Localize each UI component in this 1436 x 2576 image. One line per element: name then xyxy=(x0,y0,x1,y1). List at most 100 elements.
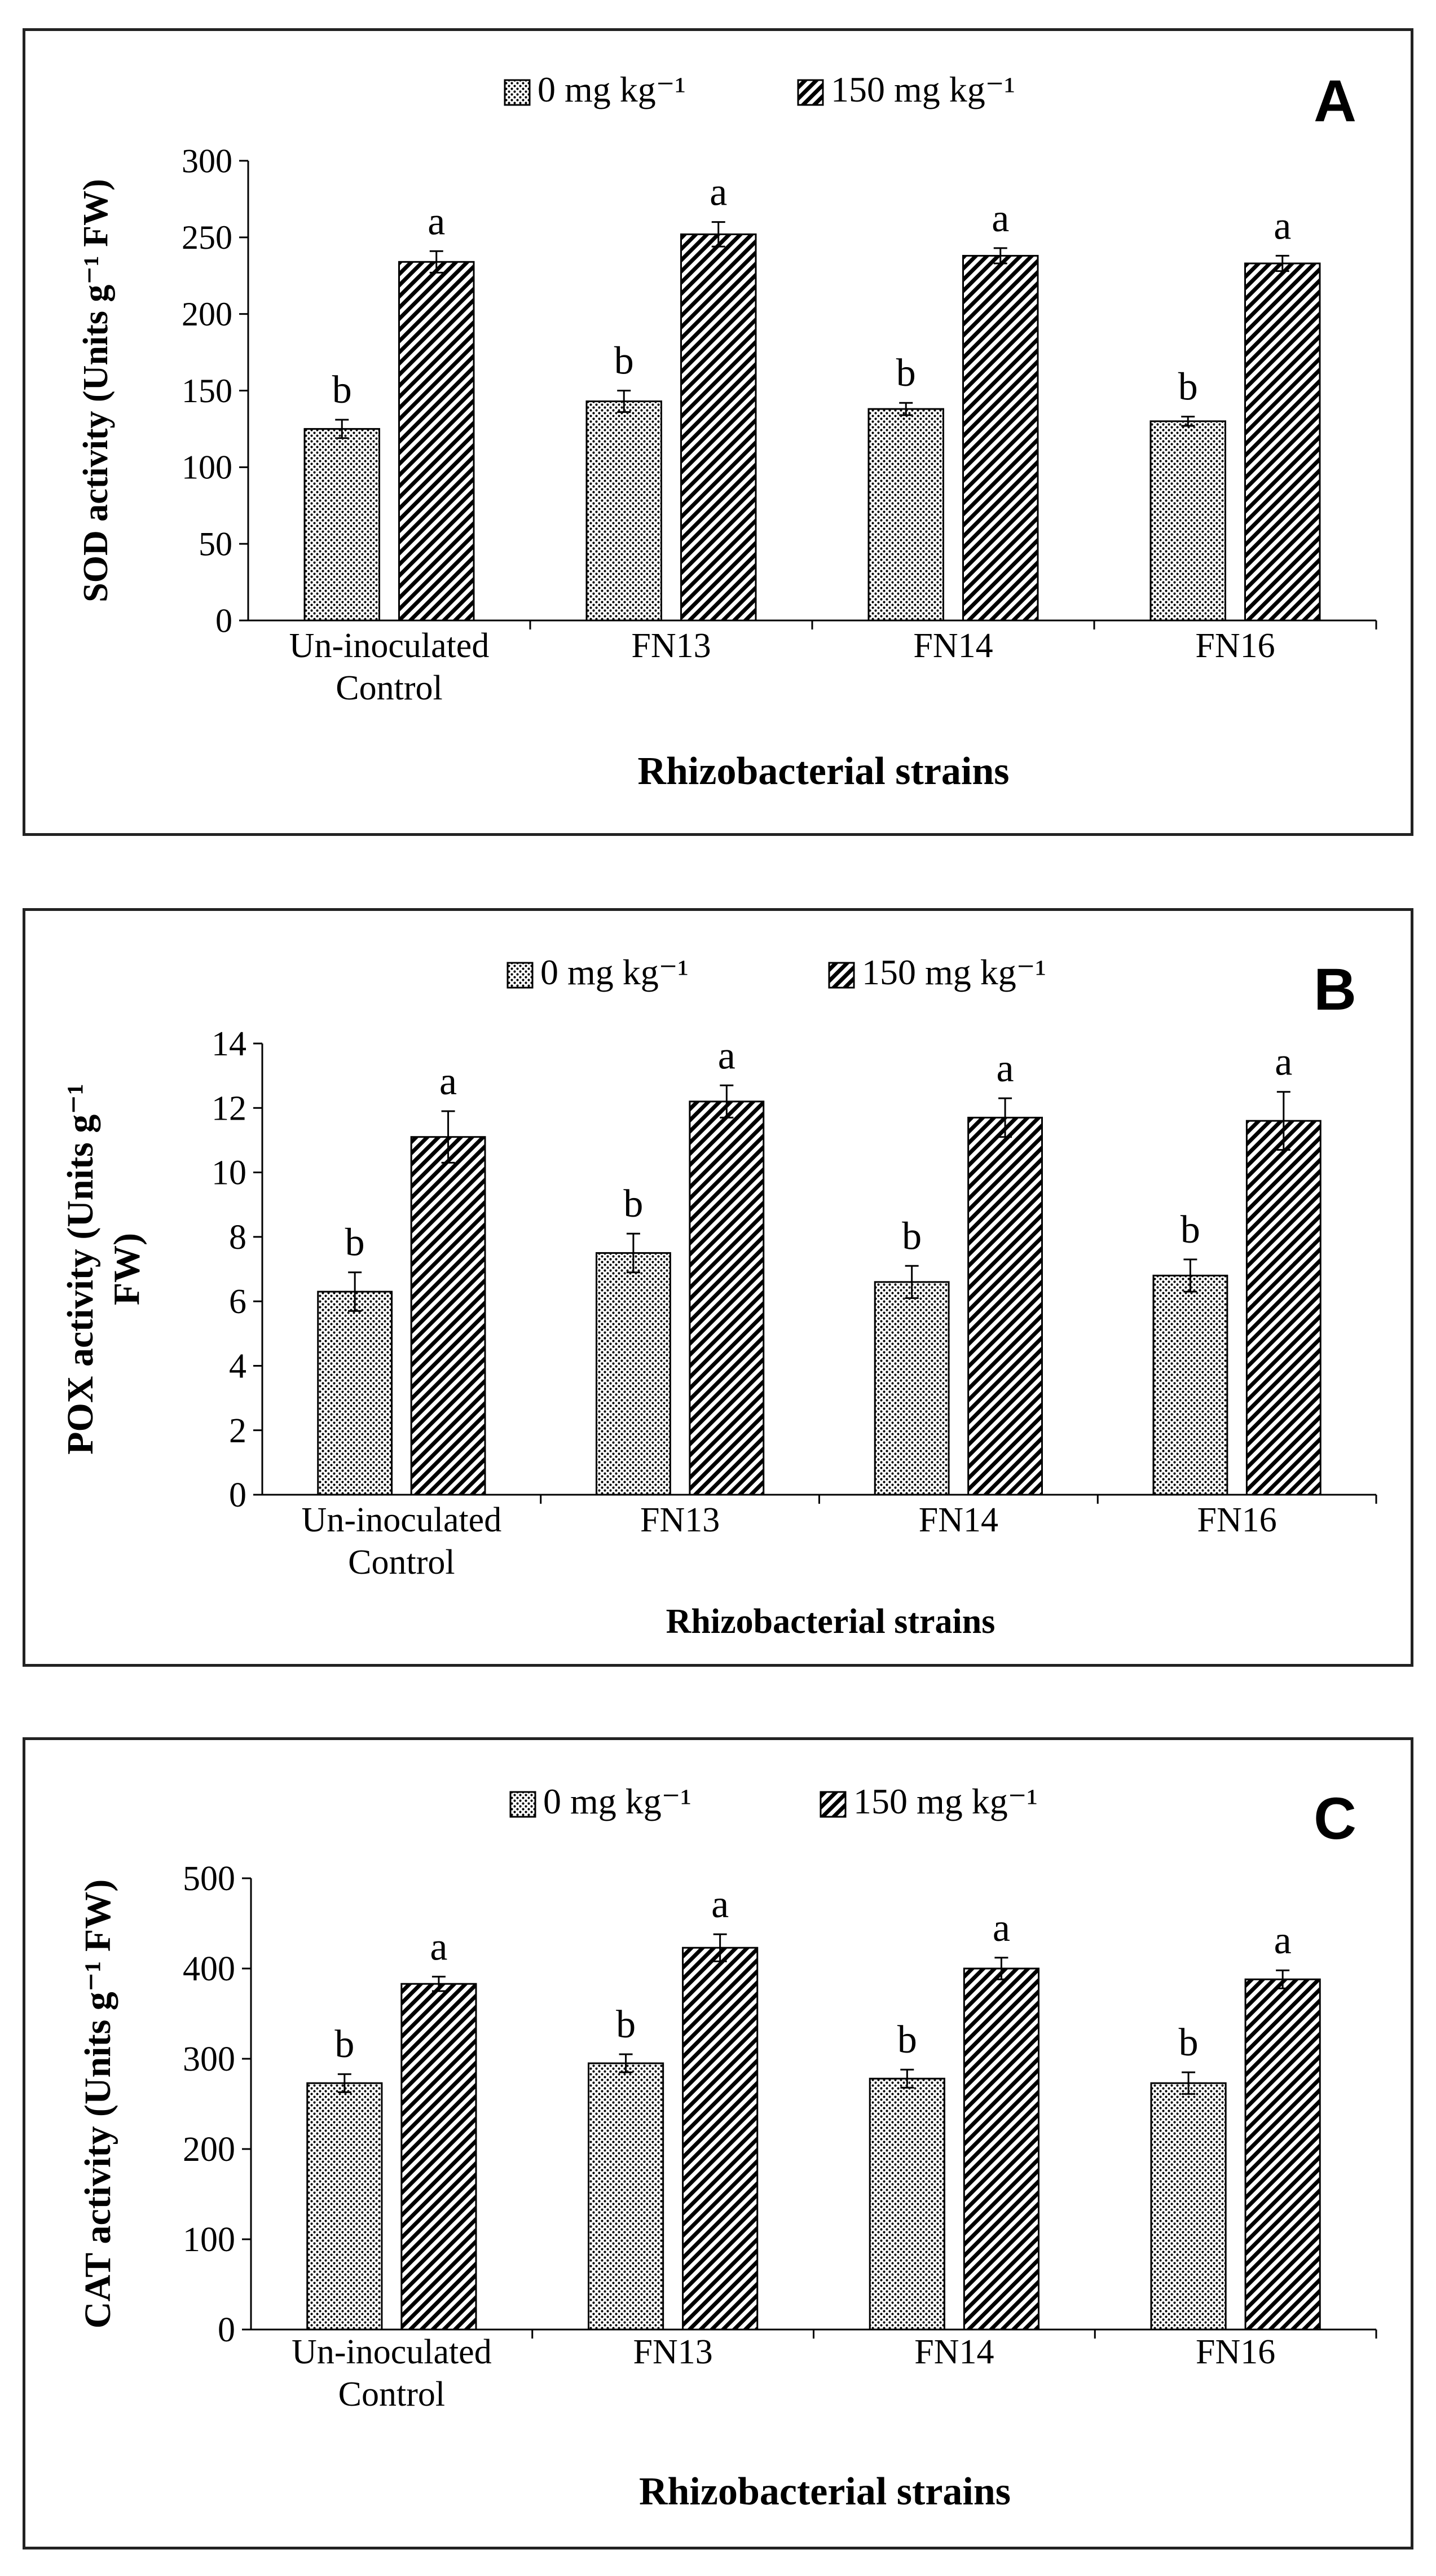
bar-treated xyxy=(1244,262,1321,622)
bar-treated xyxy=(400,1983,477,2331)
bar-control xyxy=(588,2062,664,2331)
bar-treated xyxy=(689,1100,765,1496)
significance-label: b xyxy=(897,2018,917,2062)
y-tick-label: 2 xyxy=(229,1412,246,1450)
y-tick-label: 200 xyxy=(182,296,232,333)
bar-treated xyxy=(680,233,757,622)
y-tick-label: 500 xyxy=(183,1860,235,1898)
bar-control xyxy=(1152,1274,1228,1496)
y-tick-label: 100 xyxy=(182,449,232,486)
y-axis-title: CAT activity (Units g⁻¹ FW) xyxy=(77,1879,118,2328)
bar-treated xyxy=(398,261,475,622)
legend-swatch xyxy=(504,79,531,106)
legend-swatch xyxy=(797,79,824,106)
legend-swatch xyxy=(509,1791,536,1818)
significance-label: a xyxy=(1275,1041,1292,1084)
legend-label: 150 mg kg⁻¹ xyxy=(831,69,1015,109)
y-tick-label: 250 xyxy=(182,219,232,256)
significance-label: b xyxy=(896,351,916,395)
bar-control xyxy=(596,1252,671,1496)
cat-chart: 0 100 200 300 400 500 b a Un-inoculated Control b a… xyxy=(77,1781,1377,2513)
y-tick-label: 10 xyxy=(212,1154,246,1192)
category-label: FN14 xyxy=(919,1501,998,1539)
bar-treated xyxy=(410,1136,486,1496)
significance-label: a xyxy=(439,1060,457,1103)
category-label: FN13 xyxy=(633,2333,712,2371)
legend-swatch xyxy=(506,962,534,989)
significance-label: a xyxy=(718,1034,735,1077)
panel-letter: B xyxy=(1314,957,1356,1023)
category-label: FN14 xyxy=(913,627,993,665)
y-tick-label: 200 xyxy=(183,2130,235,2169)
legend-label: 0 mg kg⁻¹ xyxy=(540,952,689,992)
y-tick-label: 0 xyxy=(218,2311,235,2349)
y-tick-label: 12 xyxy=(212,1089,246,1128)
x-axis-title: Rhizobacterial strains xyxy=(637,750,1009,793)
y-axis-title: FW) xyxy=(106,1233,147,1305)
significance-label: a xyxy=(430,1925,447,1969)
bar-control xyxy=(874,1281,950,1496)
y-tick-label: 300 xyxy=(183,2040,235,2079)
y-tick-label: 100 xyxy=(183,2221,235,2259)
bar-control xyxy=(1150,2082,1227,2331)
category-label: FN16 xyxy=(1195,627,1275,665)
significance-label: b xyxy=(1180,1208,1200,1252)
legend-swatch xyxy=(820,1791,847,1818)
significance-label: b xyxy=(345,1221,365,1265)
legend-label: 0 mg kg⁻¹ xyxy=(538,69,686,109)
sod-chart: 0 50 100 150 200 250 300 b a Un-inoculated Control… xyxy=(77,68,1377,793)
significance-label: a xyxy=(1274,1919,1292,1962)
bar-control xyxy=(306,2082,383,2331)
y-axis-title: SOD activity (Units g⁻¹ FW) xyxy=(77,179,115,602)
significance-label: b xyxy=(614,340,634,383)
y-tick-label: 50 xyxy=(199,526,232,563)
y-tick-label: 6 xyxy=(229,1283,246,1321)
bar-control xyxy=(869,2077,945,2331)
category-label: Un-inoculated xyxy=(289,627,490,665)
category-label: Control xyxy=(338,2375,445,2414)
bar-treated xyxy=(967,1116,1043,1496)
category-label: FN16 xyxy=(1196,2333,1275,2371)
panel-letter: C xyxy=(1314,1786,1356,1852)
category-label: Un-inoculated xyxy=(302,1501,502,1539)
chart-panel-a: 0 50 100 150 200 250 300 b a Un-inoculated Control… xyxy=(23,28,1413,836)
bar-control xyxy=(585,400,662,622)
significance-label: b xyxy=(332,368,352,412)
category-label: Control xyxy=(336,669,442,707)
significance-label: a xyxy=(710,171,727,214)
category-label: Un-inoculated xyxy=(292,2333,492,2371)
y-tick-label: 0 xyxy=(215,602,232,639)
y-tick-label: 0 xyxy=(229,1476,246,1514)
legend-swatch xyxy=(828,962,855,989)
category-label: FN13 xyxy=(631,627,711,665)
significance-label: a xyxy=(997,1047,1014,1090)
y-axis-title: POX activity (Units g⁻¹ xyxy=(60,1084,101,1455)
y-tick-label: 150 xyxy=(182,372,232,409)
chart-panel-b: 0 2 4 6 8 10 12 14 b a Un-inoculated Control b a FN13 b… xyxy=(23,908,1413,1667)
chart-panel-c: 0 100 200 300 400 500 b a Un-inoculated Control b a… xyxy=(23,1737,1413,2549)
bar-treated xyxy=(963,1967,1040,2331)
bar-treated xyxy=(1245,1120,1322,1496)
significance-label: a xyxy=(428,200,445,243)
significance-label: b xyxy=(902,1214,922,1258)
panel-letter: A xyxy=(1314,68,1356,134)
legend-label: 0 mg kg⁻¹ xyxy=(543,1781,691,1821)
bar-treated xyxy=(962,254,1039,622)
bar-control xyxy=(317,1291,393,1496)
category-label: FN16 xyxy=(1197,1501,1276,1539)
y-tick-label: 300 xyxy=(182,142,232,179)
bar-treated xyxy=(1244,1978,1321,2331)
y-tick-label: 8 xyxy=(229,1218,246,1257)
significance-label: b xyxy=(623,1182,643,1226)
category-label: FN13 xyxy=(640,1501,720,1539)
significance-label: b xyxy=(1178,366,1198,409)
significance-label: b xyxy=(334,2023,354,2066)
category-label: FN14 xyxy=(914,2333,994,2371)
y-tick-label: 4 xyxy=(229,1348,246,1386)
significance-label: a xyxy=(1274,204,1291,248)
significance-label: a xyxy=(992,197,1009,240)
category-label: Control xyxy=(348,1543,455,1582)
legend-label: 150 mg kg⁻¹ xyxy=(862,952,1046,992)
x-axis-title: Rhizobacterial strains xyxy=(639,2470,1011,2513)
significance-label: a xyxy=(993,1906,1010,1950)
